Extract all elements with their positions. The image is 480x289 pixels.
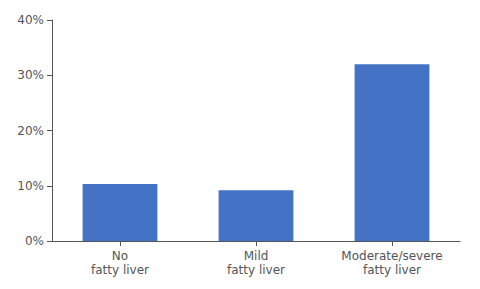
svg-text:40%: 40% xyxy=(17,13,44,27)
svg-text:No: No xyxy=(112,249,128,263)
svg-text:0%: 0% xyxy=(25,234,44,248)
svg-text:fatty liver: fatty liver xyxy=(227,263,285,277)
svg-text:fatty liver: fatty liver xyxy=(91,263,149,277)
svg-text:10%: 10% xyxy=(17,179,44,193)
svg-text:Mild: Mild xyxy=(244,249,269,263)
svg-text:30%: 30% xyxy=(17,68,44,82)
svg-text:20%: 20% xyxy=(17,124,44,138)
svg-text:Moderate/severe: Moderate/severe xyxy=(341,249,442,263)
svg-text:fatty liver: fatty liver xyxy=(363,263,421,277)
